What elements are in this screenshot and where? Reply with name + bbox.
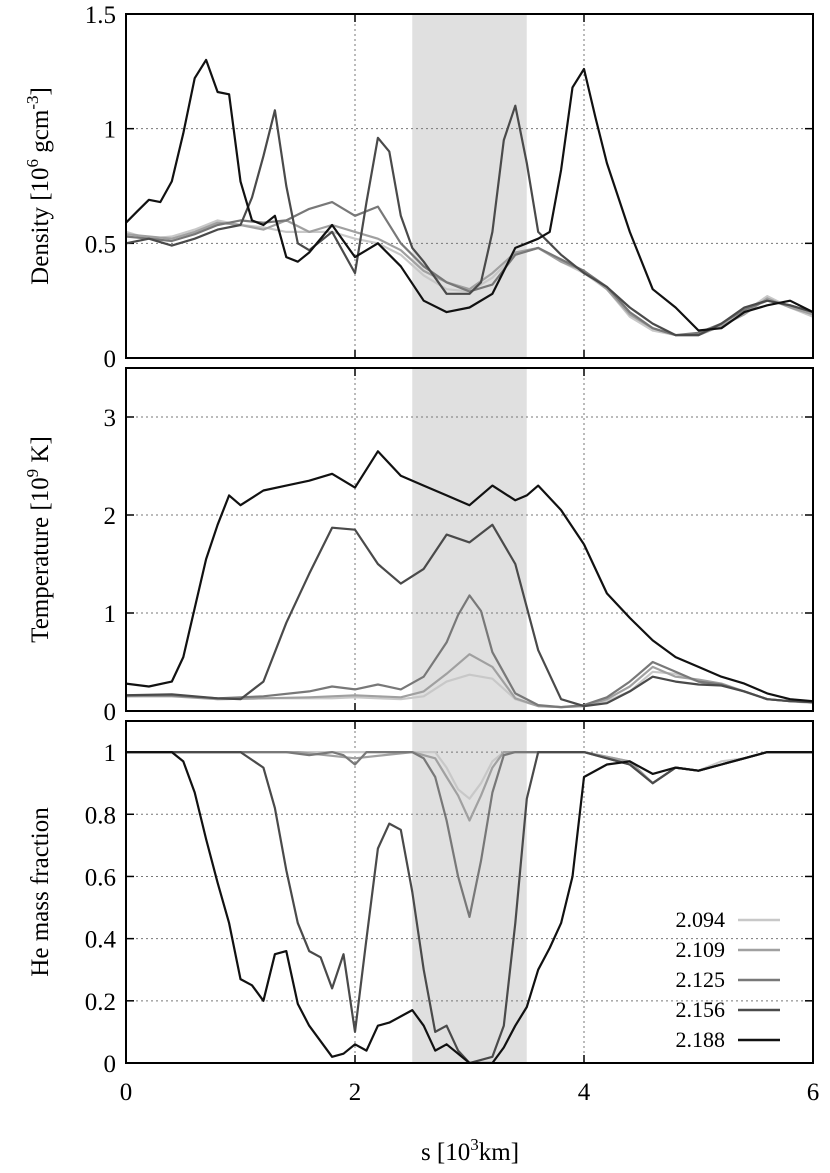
panel-frame [125,720,814,1064]
x-tick-label: 6 [807,1079,820,1106]
shaded-region [412,14,527,358]
y-tick-label: 2 [104,503,117,530]
y-tick-label: 3 [104,405,117,432]
series-line-2.156 [126,104,813,337]
panel-frame [125,13,814,359]
y-tick-label: 0 [104,346,117,373]
y-tick-label: 1 [104,601,117,628]
series-line-2.156 [126,750,813,1063]
y-tick-label: 0.5 [85,231,116,258]
series-line-2.188 [126,450,813,703]
shaded-region [412,721,527,1063]
x-axis: 0 2 4 6 s [103km] [120,1079,820,1166]
y-axis-label-he: He mass fraction [27,807,54,977]
y-axis-label-density: Density [106 gcm-3] [23,87,54,285]
x-tick-label: 0 [120,1079,133,1106]
x-axis-label: s [103km] [421,1135,519,1166]
y-axis-label-temperature: Temperature [109 K] [23,436,54,643]
x-tick-label: 2 [349,1079,362,1106]
series-line-2.109 [126,653,813,709]
series-line-2.125 [126,201,813,337]
legend: 2.094 2.109 2.125 2.156 2.188 [676,907,780,1052]
y-axis-labels: Density [106 gcm-3] Temperature [109 K] He… [23,87,54,977]
panels-group: 0 0.5 1 1.5 0 1 2 3 0 0.2 0.4 0.6 0.8 1 [85,2,814,1078]
series-line-2.188 [126,58,813,332]
shaded-region [412,368,527,711]
y-tick-label: 1.5 [85,2,116,29]
panel-1: 0 0.5 1 1.5 [85,2,814,373]
y-tick-label: 0.4 [85,927,117,954]
series-line-2.156 [126,523,813,708]
y-tick-label: 0 [104,699,117,726]
y-tick-label: 1 [104,117,117,144]
y-tick-label: 0 [104,1051,117,1078]
panel-3: 0 0.2 0.4 0.6 0.8 1 [85,720,814,1078]
x-tick-label: 4 [578,1079,591,1106]
legend-label-2.156: 2.156 [676,997,726,1022]
legend-label-2.094: 2.094 [676,907,726,932]
panel-frame [125,367,814,712]
series-line-2.188 [126,750,813,1063]
legend-label-2.188: 2.188 [676,1027,726,1052]
y-tick-label: 0.2 [85,989,116,1016]
series-line-2.125 [126,594,813,709]
legend-label-2.125: 2.125 [676,967,726,992]
legend-label-2.109: 2.109 [676,937,726,962]
y-tick-label: 0.8 [85,802,116,829]
panel-2: 0 1 2 3 [104,367,814,726]
y-tick-label: 0.6 [85,864,116,891]
y-tick-label: 1 [104,740,117,767]
